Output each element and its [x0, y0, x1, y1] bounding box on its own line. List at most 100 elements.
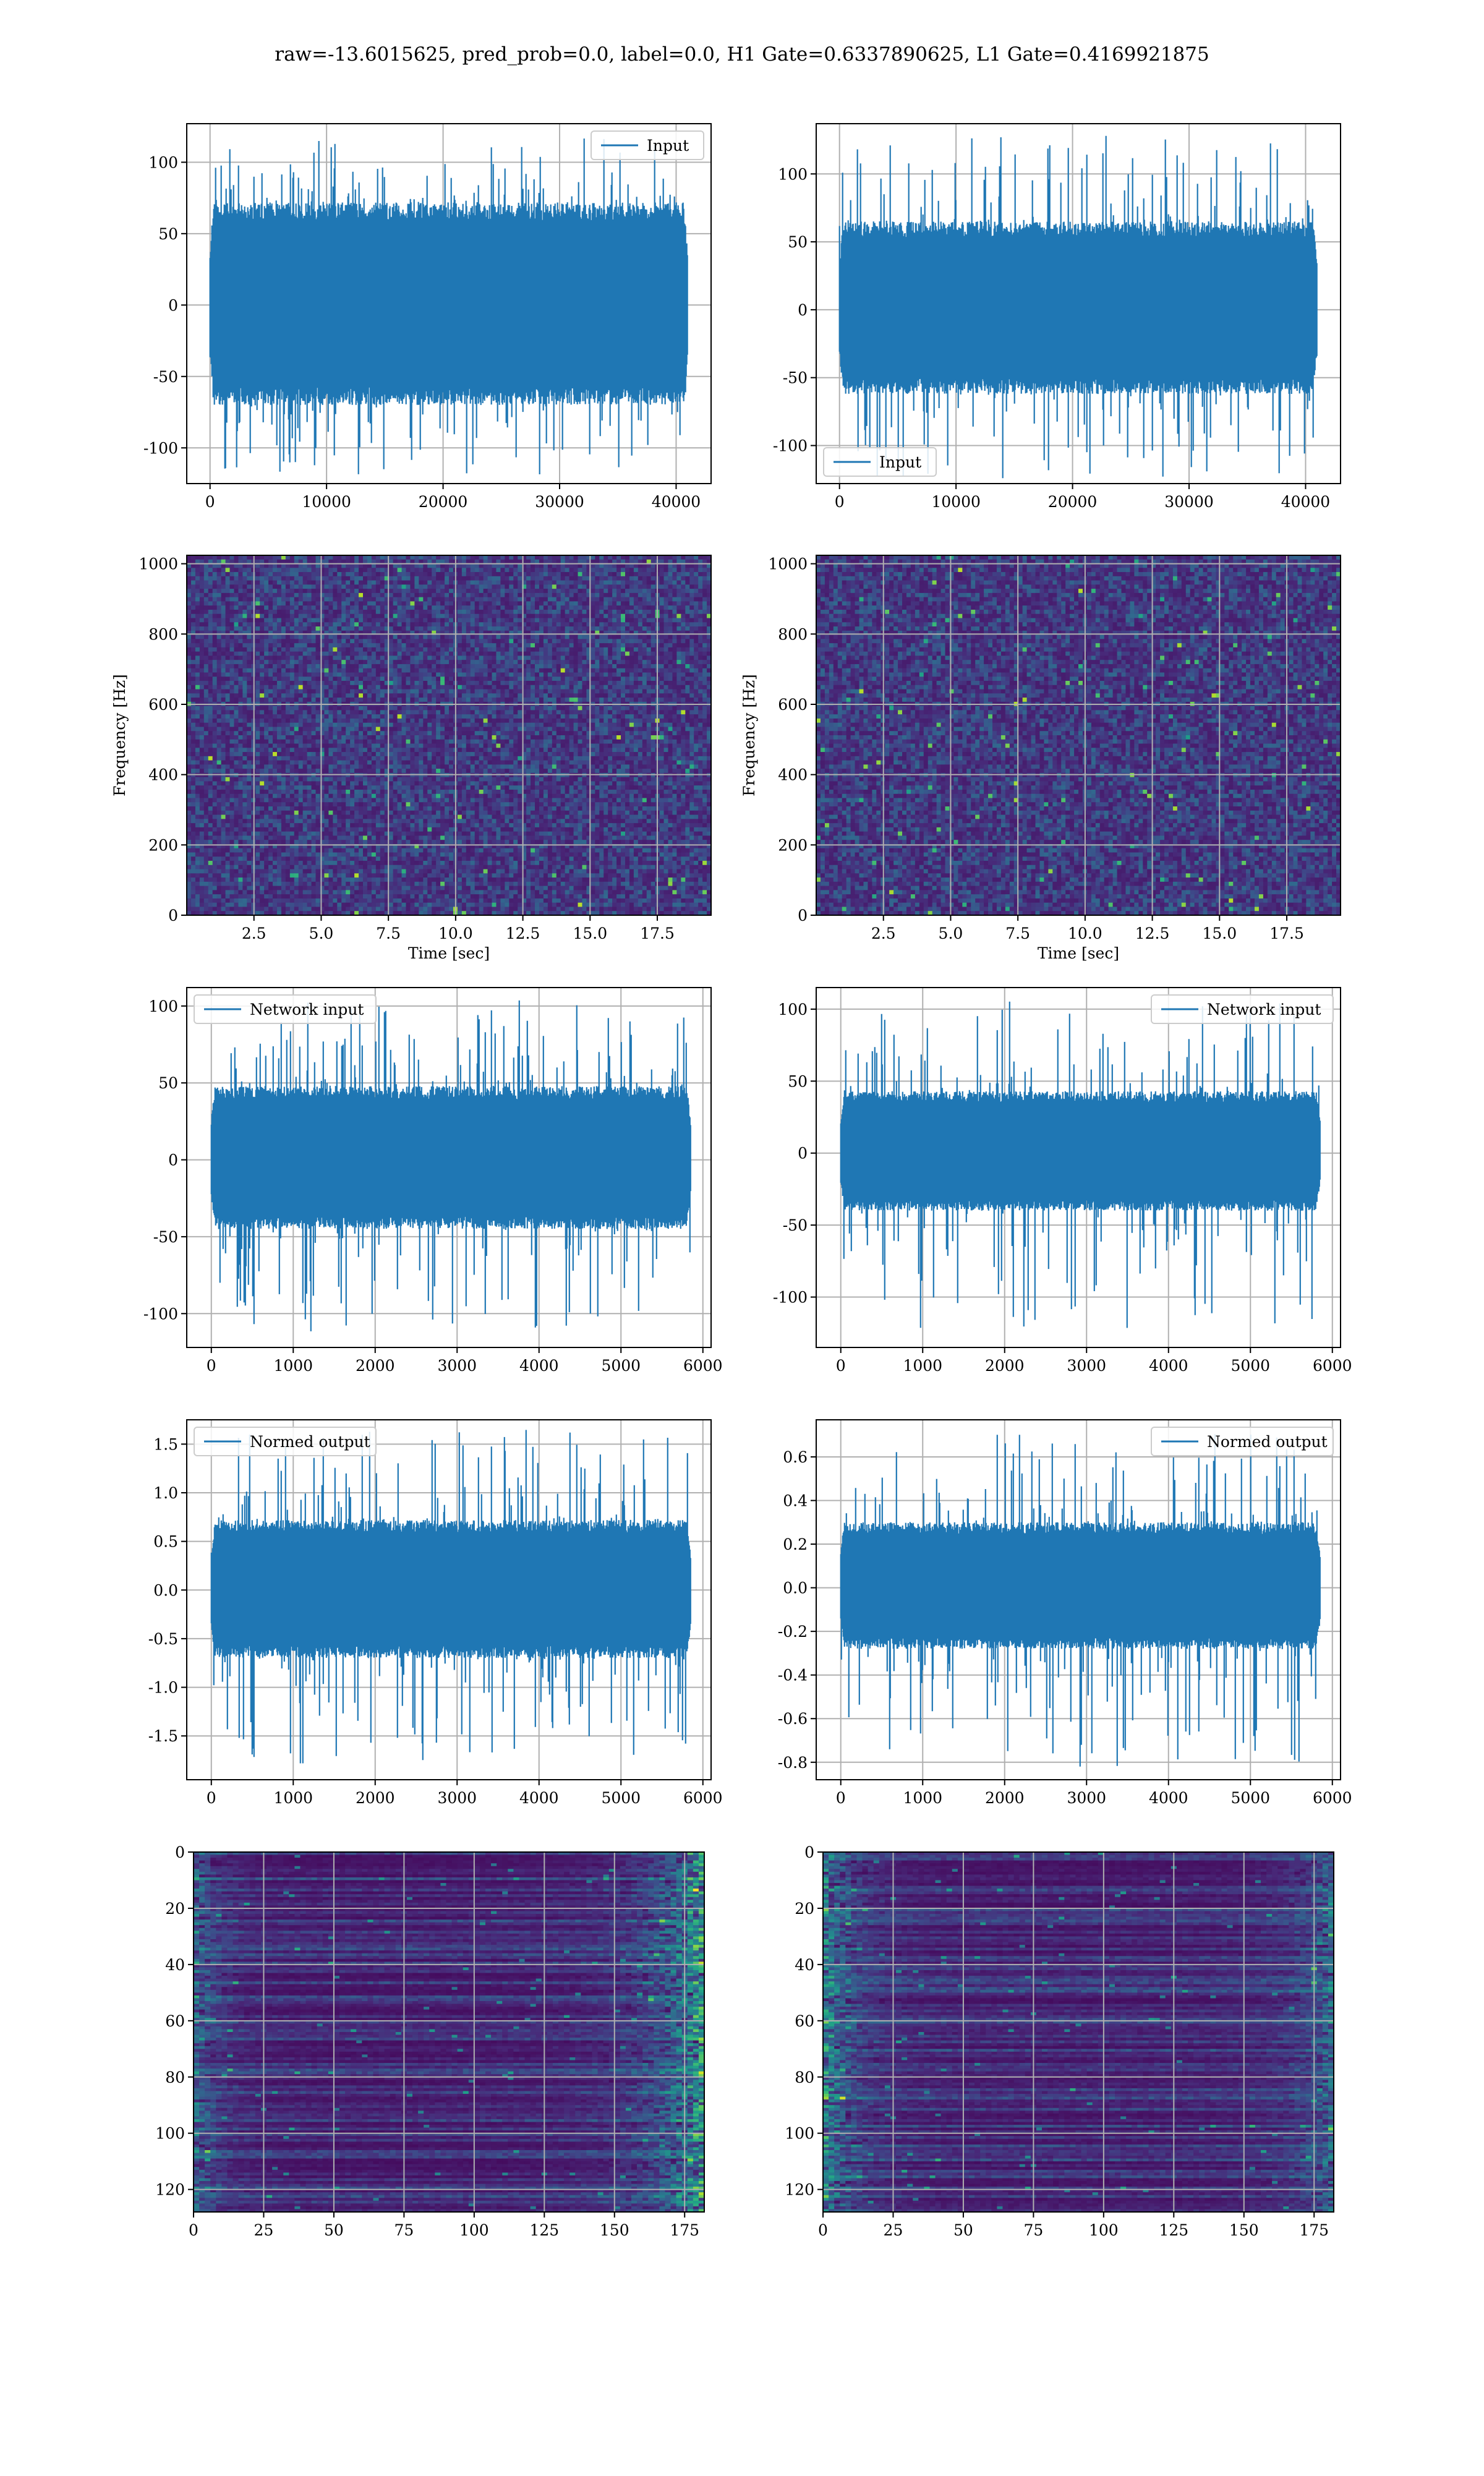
y-tick-label: 1.0 — [153, 1484, 178, 1502]
y-tick-label: 0 — [798, 907, 808, 924]
x-tick-label: 100 — [459, 2221, 489, 2239]
legend: Normed output — [194, 1427, 376, 1456]
x-tick-label: 5000 — [601, 1357, 641, 1375]
x-tick-label: 2000 — [356, 1357, 395, 1375]
y-tick-label: -50 — [783, 1216, 808, 1234]
y-tick-label: 800 — [778, 625, 808, 643]
y-tick-label: 120 — [785, 2181, 814, 2199]
y-tick-label: -50 — [783, 369, 808, 387]
y-tick-label: -0.4 — [778, 1667, 808, 1684]
x-tick-label: 3000 — [1067, 1357, 1106, 1375]
x-tick-label: 175 — [670, 2221, 699, 2239]
x-tick-label: 1000 — [903, 1357, 942, 1375]
y-tick-label: 0 — [175, 1843, 185, 1861]
y-tick-label: 0 — [804, 1843, 814, 1861]
y-tick-label: 0.0 — [783, 1579, 808, 1597]
legend-label: Normed output — [1207, 1433, 1328, 1451]
y-tick-label: -100 — [773, 1289, 808, 1307]
x-tick-label: 7.5 — [1005, 924, 1030, 942]
x-tick-label: 12.5 — [506, 924, 540, 942]
x-tick-label: 0 — [207, 1357, 216, 1375]
y-tick-label: 400 — [148, 766, 178, 784]
y-tick-label: 0.4 — [783, 1492, 808, 1510]
x-tick-label: 15.0 — [573, 924, 607, 942]
x-tick-label: 5000 — [601, 1789, 641, 1807]
y-tick-label: -1.0 — [148, 1679, 178, 1697]
x-tick-label: 10.0 — [438, 924, 473, 942]
x-axis-label: Time [sec] — [1038, 944, 1119, 962]
x-tick-label: 75 — [394, 2221, 414, 2239]
y-tick-label: -1.5 — [148, 1727, 178, 1745]
y-tick-label: 40 — [165, 1956, 185, 1974]
y-axis-label: Frequency [Hz] — [111, 674, 129, 796]
x-tick-label: 6000 — [1313, 1357, 1352, 1375]
y-tick-label: 800 — [148, 625, 178, 643]
x-tick-label: 4000 — [1149, 1789, 1188, 1807]
x-tick-label: 4000 — [519, 1357, 559, 1375]
spectrogram-cells — [816, 555, 1341, 916]
y-axis-label: Frequency [Hz] — [740, 674, 758, 796]
y-tick-label: 0.5 — [153, 1533, 178, 1551]
x-tick-label: 3000 — [437, 1789, 477, 1807]
y-tick-label: -0.5 — [148, 1630, 178, 1648]
x-tick-label: 175 — [1299, 2221, 1329, 2239]
x-tick-label: 3000 — [1067, 1789, 1106, 1807]
y-tick-label: 0 — [798, 301, 808, 319]
x-tick-label: 6000 — [683, 1789, 723, 1807]
x-tick-label: 0 — [835, 493, 845, 511]
y-tick-label: 1.5 — [153, 1435, 178, 1453]
x-tick-label: 5000 — [1230, 1357, 1270, 1375]
x-tick-label: 1000 — [273, 1789, 313, 1807]
x-tick-label: 10.0 — [1068, 924, 1102, 942]
x-tick-label: 0 — [189, 2221, 198, 2239]
x-axis-label: Time [sec] — [408, 944, 490, 962]
x-tick-label: 150 — [1229, 2221, 1259, 2239]
x-tick-label: 15.0 — [1202, 924, 1237, 942]
y-tick-label: -100 — [143, 439, 178, 457]
x-tick-label: 0 — [207, 1789, 216, 1807]
y-tick-label: 40 — [795, 1956, 814, 1974]
x-tick-label: 1000 — [273, 1357, 313, 1375]
x-tick-label: 125 — [1159, 2221, 1188, 2239]
y-tick-label: 100 — [148, 997, 178, 1015]
legend-label: Input — [879, 453, 921, 471]
legend-label: Normed output — [250, 1433, 370, 1451]
y-tick-label: 0 — [168, 296, 178, 314]
y-tick-label: 0 — [168, 1151, 178, 1169]
y-tick-label: -100 — [143, 1305, 178, 1323]
x-tick-label: 2000 — [985, 1789, 1025, 1807]
y-tick-label: 400 — [778, 766, 808, 784]
x-tick-label: 100 — [1089, 2221, 1119, 2239]
x-tick-label: 6000 — [683, 1357, 723, 1375]
y-tick-label: 80 — [795, 2068, 814, 2086]
x-tick-label: 3000 — [437, 1357, 477, 1375]
x-tick-label: 5000 — [1230, 1789, 1270, 1807]
y-tick-label: 0.6 — [783, 1448, 808, 1466]
y-tick-label: -100 — [773, 437, 808, 455]
y-tick-label: -0.6 — [778, 1710, 808, 1728]
feature-map-cells — [823, 1852, 1334, 2213]
x-tick-label: 2.5 — [871, 924, 896, 942]
x-tick-label: 30000 — [535, 493, 584, 511]
y-tick-label: 1000 — [768, 555, 808, 573]
x-tick-label: 4000 — [1149, 1357, 1188, 1375]
x-tick-label: 4000 — [519, 1789, 559, 1807]
x-tick-label: 2000 — [356, 1789, 395, 1807]
x-tick-label: 50 — [324, 2221, 344, 2239]
y-tick-label: 200 — [148, 836, 178, 854]
spectrogram-cells — [187, 555, 712, 916]
feature-map-cells — [194, 1852, 705, 2213]
x-tick-label: 0 — [818, 2221, 828, 2239]
y-tick-label: 50 — [158, 225, 178, 243]
x-tick-label: 20000 — [1048, 493, 1098, 511]
y-tick-label: 0.0 — [153, 1581, 178, 1599]
legend: Network input — [1151, 995, 1333, 1023]
x-tick-label: 50 — [953, 2221, 973, 2239]
x-tick-label: 40000 — [1281, 493, 1331, 511]
y-tick-label: 60 — [165, 2012, 185, 2030]
